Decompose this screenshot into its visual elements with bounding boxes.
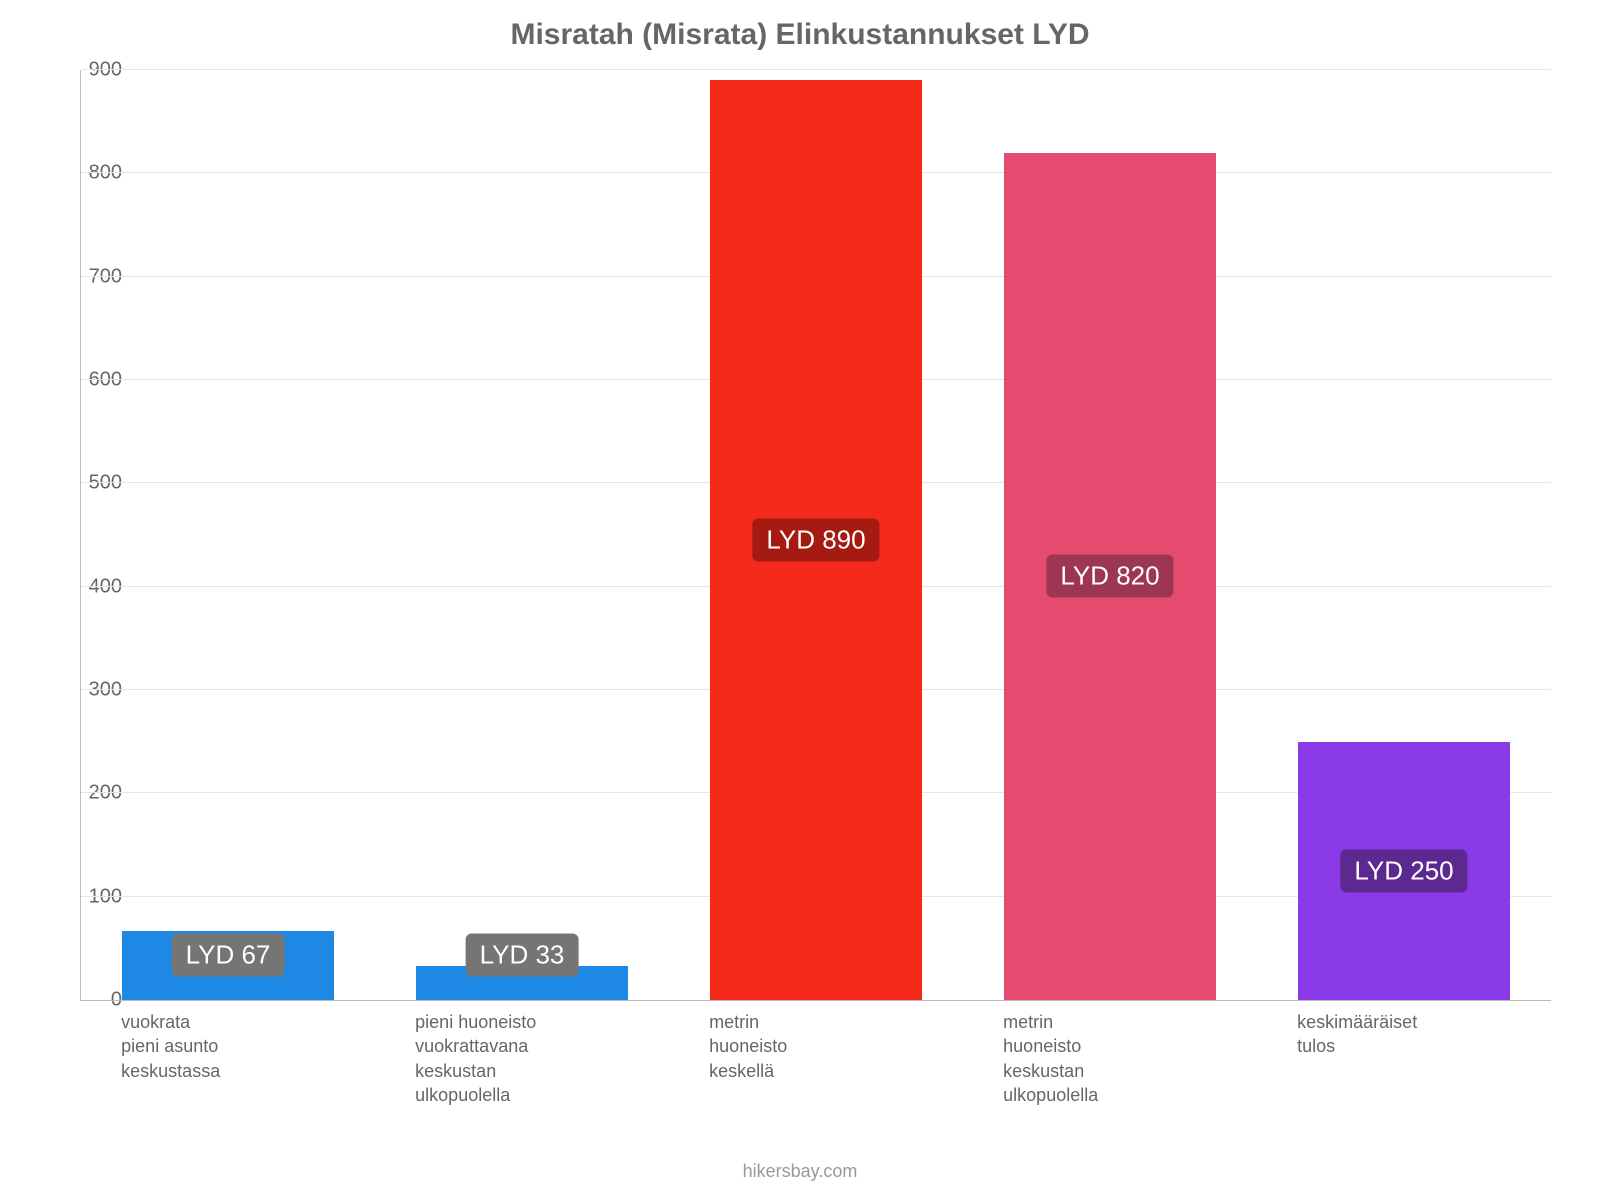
bar-slot: LYD 67 (81, 70, 375, 1000)
bar: LYD 890 (710, 80, 922, 1000)
bar-slot: LYD 33 (375, 70, 669, 1000)
cost-of-living-chart: Misratah (Misrata) Elinkustannukset LYD … (0, 0, 1600, 1200)
bar: LYD 33 (416, 966, 628, 1000)
bars-container: LYD 67 LYD 33 LYD 890 LYD 820 LYD 250 (81, 70, 1551, 1000)
bar-slot: LYD 250 (1257, 70, 1551, 1000)
x-label: pieni huoneisto vuokrattavana keskustan … (415, 1010, 627, 1107)
value-badge: LYD 890 (752, 519, 879, 562)
x-label: keskimääräiset tulos (1297, 1010, 1509, 1107)
chart-footer: hikersbay.com (0, 1161, 1600, 1182)
chart-title: Misratah (Misrata) Elinkustannukset LYD (0, 18, 1600, 52)
bar-slot: LYD 890 (669, 70, 963, 1000)
x-label-slot: keskimääräiset tulos (1256, 1010, 1550, 1107)
value-badge: LYD 250 (1340, 849, 1467, 892)
x-label: metrin huoneisto keskustan ulkopuolella (1003, 1010, 1215, 1107)
bar-slot: LYD 820 (963, 70, 1257, 1000)
x-label-slot: pieni huoneisto vuokrattavana keskustan … (374, 1010, 668, 1107)
bar: LYD 67 (122, 931, 334, 1000)
x-label: vuokrata pieni asunto keskustassa (121, 1010, 333, 1107)
bar: LYD 250 (1298, 742, 1510, 1000)
x-label-slot: vuokrata pieni asunto keskustassa (80, 1010, 374, 1107)
x-label: metrin huoneisto keskellä (709, 1010, 921, 1107)
plot-area: LYD 67 LYD 33 LYD 890 LYD 820 LYD 250 (80, 70, 1551, 1001)
value-badge: LYD 67 (172, 934, 285, 977)
x-label-slot: metrin huoneisto keskellä (668, 1010, 962, 1107)
bar: LYD 820 (1004, 153, 1216, 1000)
value-badge: LYD 33 (466, 934, 579, 977)
x-axis-labels: vuokrata pieni asunto keskustassa pieni h… (80, 1010, 1550, 1107)
x-label-slot: metrin huoneisto keskustan ulkopuolella (962, 1010, 1256, 1107)
value-badge: LYD 820 (1046, 555, 1173, 598)
